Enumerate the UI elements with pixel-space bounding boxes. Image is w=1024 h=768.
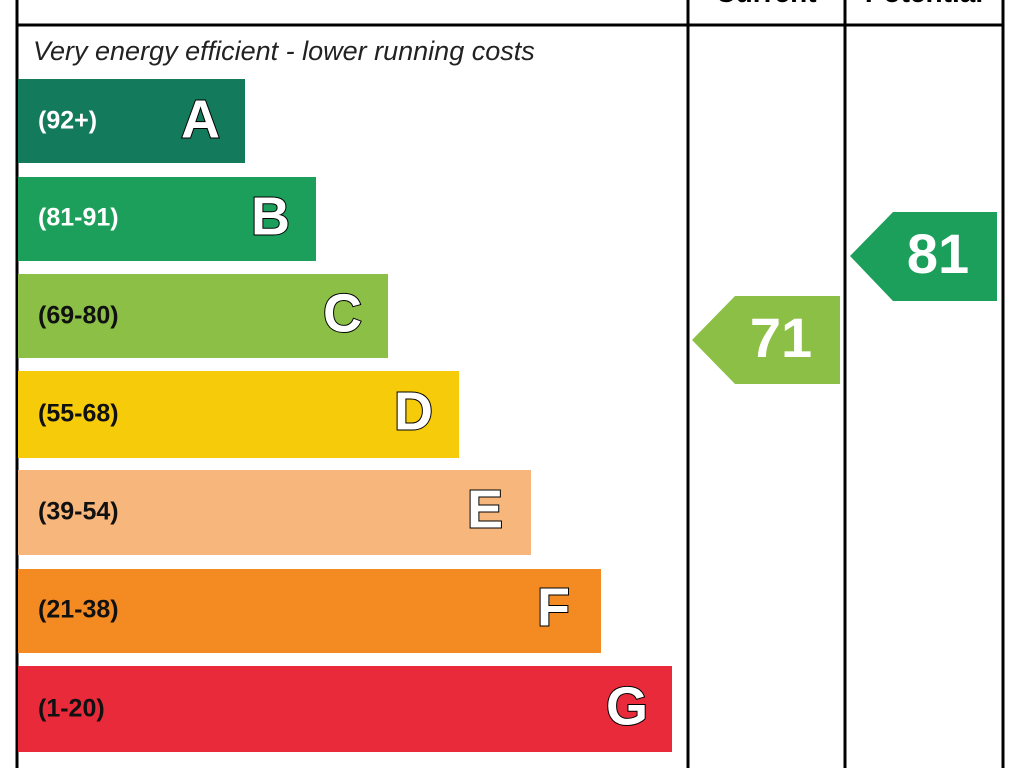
subtitle: Very energy efficient - lower running co… [33, 36, 535, 66]
band-letter: G [606, 676, 648, 736]
band-range: (39-54) [38, 498, 119, 526]
band-letter: A [181, 89, 220, 149]
potential-rating: 81 [850, 212, 997, 301]
frame [15, 0, 1005, 768]
band-letter: C [323, 283, 362, 343]
potential-score: 81 [907, 222, 969, 285]
band-c: (69-80) C [18, 274, 388, 358]
band-range: (1-20) [38, 695, 105, 723]
band-letter: D [394, 381, 433, 441]
band-bar [18, 177, 316, 261]
band-bar [18, 371, 459, 458]
current-rating: 71 [692, 296, 840, 384]
current-score: 71 [750, 306, 812, 369]
band-range: (21-38) [38, 596, 119, 624]
band-bar [18, 79, 245, 163]
band-range: (92+) [38, 107, 97, 135]
band-e: (39-54) E [18, 470, 531, 555]
band-bar [18, 274, 388, 358]
band-letter: B [251, 186, 290, 246]
band-letter: F [537, 577, 570, 637]
band-letter: E [467, 479, 503, 539]
band-g: (1-20) G [18, 666, 672, 752]
band-f: (21-38) F [18, 569, 601, 653]
band-bar [18, 470, 531, 555]
rating-arrow [850, 212, 997, 301]
header-current: Current [715, 0, 816, 8]
band-b: (81-91) B [18, 177, 316, 261]
band-range: (55-68) [38, 400, 119, 428]
band-bar [18, 666, 672, 752]
band-range: (81-91) [38, 204, 119, 232]
rating-arrow [692, 296, 840, 384]
band-range: (69-80) [38, 302, 119, 330]
band-a: (92+) A [18, 79, 245, 163]
band-bar [18, 569, 601, 653]
band-d: (55-68) D [18, 371, 459, 458]
header-potential: Potential [865, 0, 983, 8]
